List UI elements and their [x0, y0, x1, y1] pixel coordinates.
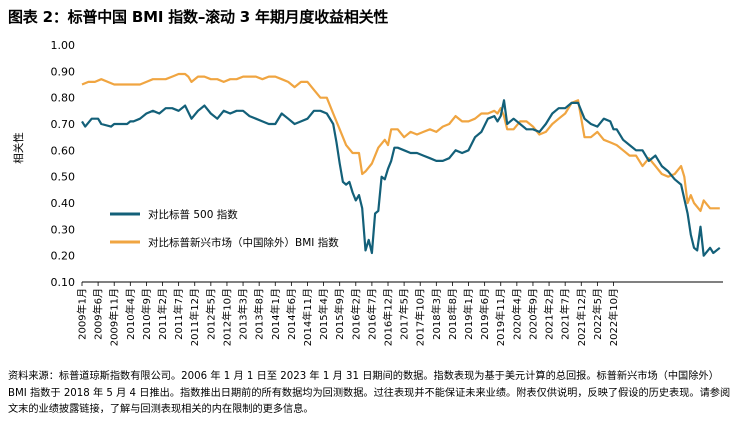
x-tick-label: 2011年2月	[156, 288, 169, 340]
x-tick-label: 2019年1月	[462, 288, 475, 340]
x-tick-label: 2018年3月	[430, 288, 443, 340]
correlation-line-chart: 相关性 1.00 0.90 0.80 0.70 0.60 0.50 0.40 0.30 0.20…	[12, 39, 723, 346]
y-tick-label: 0.50	[51, 171, 76, 184]
legend: 对比标普 500 指数 对比标普新兴市场（中国除外）BMI 指数	[110, 208, 339, 249]
x-tick-label: 2022年10月	[607, 288, 620, 346]
x-tick-label: 2021年12月	[575, 288, 588, 346]
x-tick-label: 2009年11月	[108, 288, 121, 346]
x-tick-label: 2014年11月	[301, 288, 314, 346]
x-tick-label: 2012年10月	[220, 288, 233, 346]
x-tick-label: 2017年5月	[398, 288, 411, 340]
x-tick-label: 2011年12月	[188, 288, 201, 346]
x-tick-label: 2009年1月	[76, 288, 89, 340]
x-tick-label: 2021年7月	[559, 288, 572, 340]
x-axis-ticks: 2009年1月 2009年6月 2009年11月 2010年4月 2010年9月 2011…	[76, 282, 620, 346]
x-tick-label: 2011年7月	[172, 288, 185, 340]
series-line-em-ex-china	[81, 72, 720, 212]
x-tick-label: 2016年12月	[382, 288, 395, 346]
series-line-sp500	[81, 99, 721, 257]
x-tick-label: 2017年10月	[414, 288, 427, 346]
x-tick-label: 2019年11月	[494, 288, 507, 346]
x-tick-label: 2012年5月	[204, 288, 217, 340]
x-tick-label: 2009年6月	[92, 288, 105, 340]
x-tick-label: 2018年8月	[446, 288, 459, 340]
x-tick-label: 2014年1月	[269, 288, 282, 340]
chart-title: 图表 2：标普中国 BMI 指数–滚动 3 年期月度收益相关性	[8, 8, 389, 26]
x-tick-label: 2010年4月	[124, 288, 137, 340]
legend-label-em-ex-china: 对比标普新兴市场（中国除外）BMI 指数	[148, 236, 339, 249]
y-tick-label: 0.60	[51, 144, 76, 157]
x-tick-label: 2013年3月	[237, 288, 250, 340]
x-tick-label: 2020年4月	[510, 288, 523, 340]
y-tick-label: 0.10	[51, 276, 76, 289]
series-lines	[81, 72, 721, 257]
y-axis-label: 相关性	[12, 132, 25, 164]
legend-label-sp500: 对比标普 500 指数	[148, 208, 238, 221]
x-tick-label: 2010年9月	[140, 288, 153, 340]
x-tick-label: 2019年6月	[478, 288, 491, 340]
x-tick-label: 2016年7月	[365, 288, 378, 340]
x-tick-label: 2014年6月	[285, 288, 298, 340]
y-tick-label: 0.70	[51, 118, 76, 131]
y-tick-label: 0.20	[51, 250, 76, 263]
y-axis-ticks: 1.00 0.90 0.80 0.70 0.60 0.50 0.40 0.30 0.20 0.10	[51, 39, 76, 289]
y-tick-label: 0.90	[51, 65, 76, 78]
x-tick-label: 2015年9月	[333, 288, 346, 340]
x-tick-label: 2021年2月	[543, 288, 556, 340]
x-tick-label: 2013年8月	[253, 288, 266, 340]
x-tick-label: 2015年4月	[317, 288, 330, 340]
y-tick-label: 1.00	[51, 39, 76, 52]
y-tick-label: 0.40	[51, 197, 76, 210]
x-tick-label: 2016年2月	[349, 288, 362, 340]
y-tick-label: 0.80	[51, 92, 76, 105]
x-tick-label: 2020年9月	[526, 288, 539, 340]
source-footnote: 资料来源：标普道琼斯指数有限公司。2006 年 1 月 1 日至 2023 年 …	[8, 371, 731, 415]
x-tick-label: 2022年5月	[591, 288, 604, 340]
y-tick-label: 0.30	[51, 223, 76, 236]
